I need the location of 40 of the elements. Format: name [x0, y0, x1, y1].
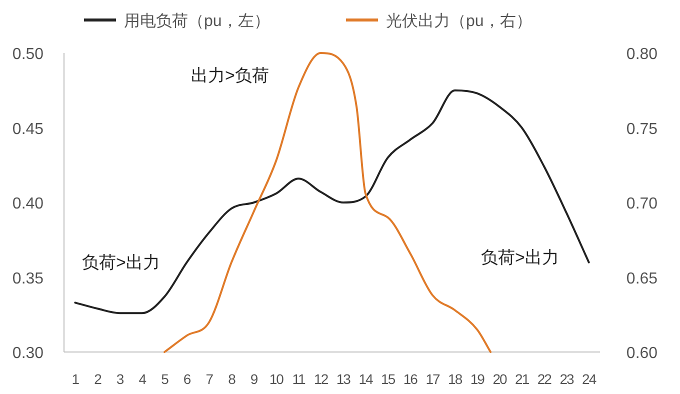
x-tick-label: 20 [492, 371, 508, 387]
x-tick-label: 18 [448, 371, 463, 387]
y-tick-label: 0.50 [12, 46, 44, 63]
legend-label: 光伏出力（pu，右） [386, 12, 532, 30]
x-tick-label: 9 [250, 371, 258, 387]
annotation: 负荷>出力 [481, 248, 559, 267]
x-tick-label: 2 [94, 371, 102, 387]
y-tick-label: 0.30 [12, 345, 44, 362]
x-tick-label: 22 [537, 371, 552, 387]
y-tick-label: 0.35 [12, 270, 44, 288]
x-tick-label: 15 [381, 371, 396, 387]
x-tick-label: 17 [426, 371, 440, 387]
x-tick-label: 4 [138, 371, 147, 387]
y2-tick-label: 0.65 [626, 270, 658, 288]
y2-tick-label: 0.70 [626, 196, 658, 212]
x-tick-label: 6 [183, 371, 192, 387]
x-tick-label: 1 [72, 371, 80, 387]
annotation: 出力>负荷 [191, 66, 269, 85]
y2-tick-label: 0.75 [626, 120, 658, 138]
y2-tick-label: 0.80 [626, 46, 658, 63]
y-tick-label: 0.45 [12, 120, 44, 138]
y2-tick-label: 0.60 [626, 345, 658, 362]
x-tick-label: 11 [292, 371, 306, 387]
x-tick-label: 19 [470, 371, 486, 387]
x-tick-label: 24 [582, 371, 597, 387]
x-tick-label: 12 [314, 371, 329, 387]
x-tick-label: 16 [403, 371, 418, 387]
line-series [74, 89, 590, 314]
annotation: 负荷>出力 [82, 253, 160, 272]
y-tick-label: 0.40 [12, 196, 44, 212]
x-tick-label: 7 [206, 371, 214, 387]
x-tick-label: 21 [515, 371, 530, 387]
x-tick-label: 8 [228, 371, 236, 387]
x-tick-label: 13 [336, 371, 352, 387]
x-tick-label: 10 [269, 371, 284, 387]
x-tick-label: 23 [560, 371, 574, 387]
legend-label: 用电负荷（pu，左） [124, 12, 270, 30]
x-tick-label: 14 [358, 371, 374, 387]
x-tick-label: 5 [161, 371, 170, 387]
x-tick-label: 3 [116, 371, 124, 387]
